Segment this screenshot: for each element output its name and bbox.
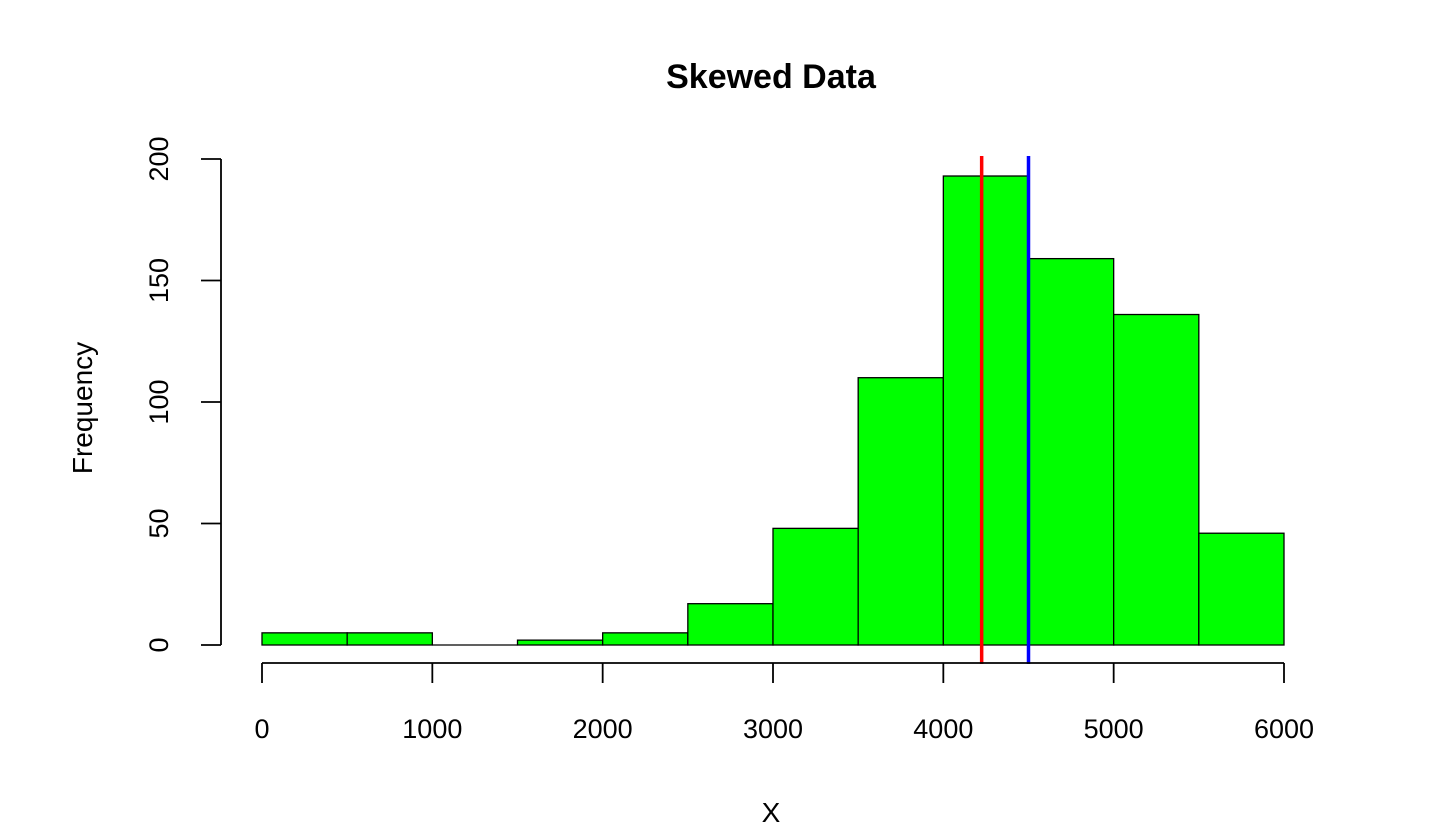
reference-lines-group	[979, 156, 1031, 664]
chart-title: Skewed Data	[666, 58, 877, 96]
histogram-bar-7	[857, 377, 944, 646]
x-tick-label-2: 2000	[573, 714, 633, 744]
x-tick-label-0: 0	[254, 714, 269, 744]
x-tick-label-1: 1000	[402, 714, 462, 744]
y-tick-label-4: 200	[144, 136, 174, 181]
y-axis: 0 50 100 150 200	[144, 136, 222, 653]
histogram-bar-1	[346, 632, 433, 646]
x-tick-label-3: 3000	[743, 714, 803, 744]
x-tick-label-5: 5000	[1084, 714, 1144, 744]
histogram-bar-9	[1027, 257, 1115, 646]
histogram-bar-4	[602, 632, 689, 646]
y-tick-label-2: 100	[144, 379, 174, 424]
histogram-bar-11	[1198, 532, 1285, 646]
x-axis-title: X	[762, 797, 781, 828]
y-tick-label-0: 0	[144, 637, 174, 652]
histogram-bar-6	[772, 527, 859, 646]
histogram-bar-0	[261, 632, 348, 646]
x-tick-label-6: 6000	[1254, 714, 1314, 744]
y-tick-label-1: 50	[144, 508, 174, 538]
bars-group	[261, 175, 1285, 646]
histogram-bar-10	[1113, 313, 1200, 646]
histogram-bar-5	[687, 603, 774, 646]
y-axis-title: Frequency	[67, 342, 98, 474]
x-axis: 0 1000 2000 3000 4000 5000 6000	[254, 662, 1314, 744]
y-tick-label-3: 150	[144, 258, 174, 303]
histogram-bar-8	[942, 175, 1030, 646]
histogram-bar-3	[516, 639, 604, 646]
x-tick-label-4: 4000	[913, 714, 973, 744]
